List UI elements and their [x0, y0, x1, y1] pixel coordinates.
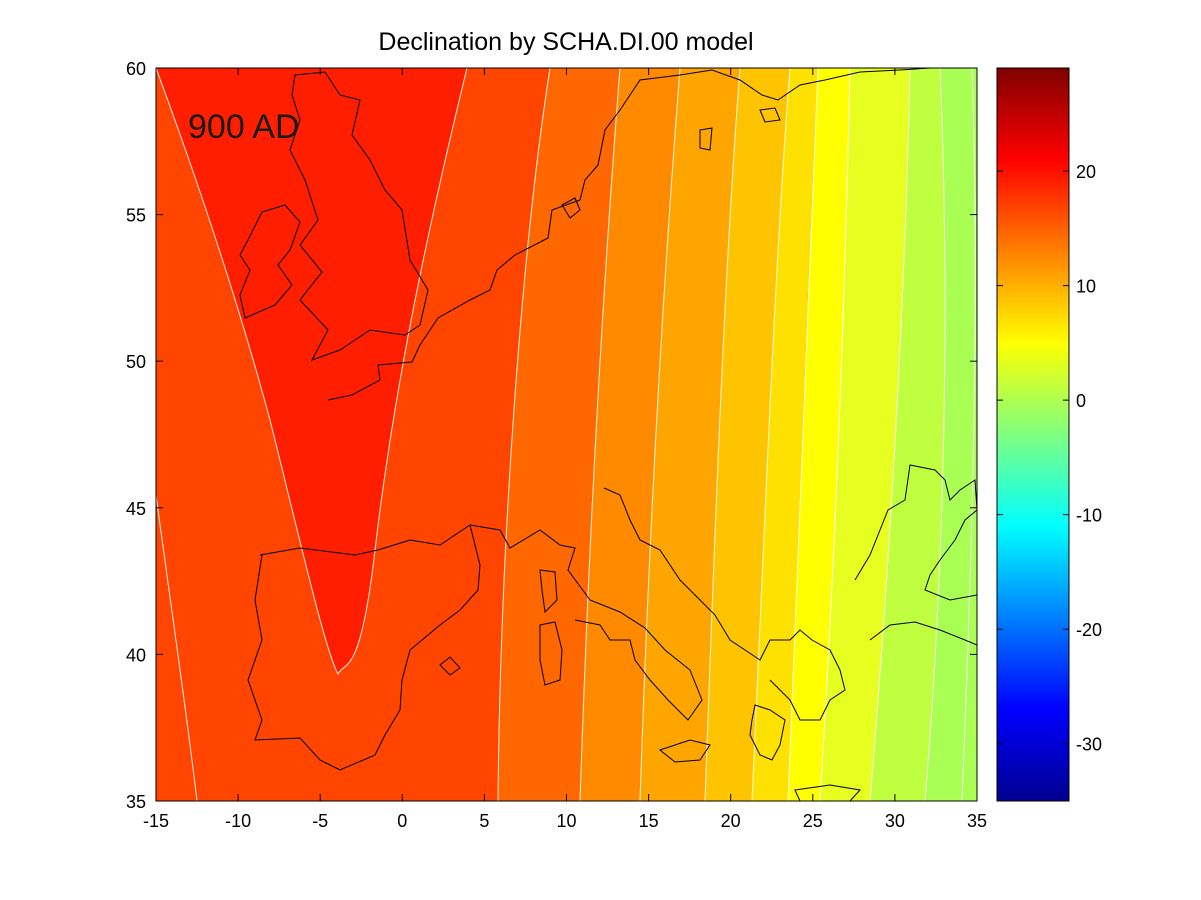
contour-line [704, 68, 741, 801]
y-tick-label: 60 [126, 59, 146, 79]
coastline-ireland [239, 204, 301, 319]
coastline-gotland [699, 127, 713, 151]
coastline-sicily [658, 739, 711, 763]
x-axis: -15 -10 -5 0 5 10 15 20 25 30 35 [143, 68, 987, 831]
contour-line [579, 68, 621, 801]
x-tick-label: 30 [885, 811, 905, 831]
x-tick-label: -10 [225, 811, 251, 831]
band-11-14 [640, 68, 740, 801]
contour-line [497, 68, 551, 801]
band-neg-2 [925, 68, 977, 801]
contour-line [869, 68, 911, 801]
contour-line [751, 68, 791, 801]
contour-line [639, 68, 681, 801]
colorbar-tick-label: 10 [1076, 277, 1096, 297]
coastlines [239, 68, 977, 801]
contour-line [924, 68, 946, 801]
coastline-balearic [439, 656, 461, 676]
coastline-corsica [539, 569, 558, 614]
band-8-11 [705, 68, 790, 801]
coastline-peloponnese [749, 704, 786, 761]
epoch-label: 900 AD [188, 108, 300, 146]
x-tick-label: 20 [721, 811, 741, 831]
band-14-17 [580, 68, 680, 801]
x-tick-label: 35 [967, 811, 987, 831]
chart-title: Declination by SCHA.DI.00 model [378, 28, 753, 56]
contour-line [819, 68, 851, 801]
colorbar-gradient [996, 67, 1070, 802]
contour-line [156, 494, 198, 801]
band-5-8 [752, 68, 818, 801]
colorbar-tick-label: -30 [1076, 735, 1102, 755]
coastline-north-europe [327, 68, 931, 401]
y-tick-label: 55 [126, 206, 146, 226]
band-0-2 [820, 68, 910, 801]
y-axis: 35 40 45 50 55 60 [126, 59, 977, 812]
y-tick-label: 40 [126, 645, 146, 665]
map-plot-area: 900 AD [156, 68, 977, 801]
contour-line [961, 68, 976, 801]
x-tick-label: 15 [639, 811, 659, 831]
band-17-20 [498, 68, 620, 801]
declination-bands [156, 68, 977, 801]
band-2-5 [788, 68, 850, 801]
coastline-iberia [247, 524, 481, 771]
y-tick-label: 35 [126, 792, 146, 812]
colorbar-tick-label: -10 [1076, 506, 1102, 526]
colorbar-tick-label: 20 [1076, 162, 1096, 182]
coastline-sardinia [539, 621, 563, 686]
x-tick-label: -5 [312, 811, 328, 831]
colorbar-tick-label: -20 [1076, 620, 1102, 640]
coastline-danish-isle [561, 197, 581, 219]
y-tick-label: 50 [126, 352, 146, 372]
coastline-saaremaa [759, 107, 781, 123]
coastline-crete [794, 784, 861, 801]
y-tick-label: 45 [126, 499, 146, 519]
colorbar-ticks: 20 10 0 -10 -20 -30 [997, 162, 1102, 755]
coastline-anatolia [869, 621, 977, 646]
x-tick-label: 25 [803, 811, 823, 831]
x-tick-label: 10 [556, 811, 576, 831]
x-tick-label: 0 [397, 811, 407, 831]
coastline-south-france-italy [259, 524, 703, 721]
colorbar: 20 10 0 -10 -20 -30 [996, 67, 1102, 802]
coastline-adriatic-balkans [603, 487, 846, 721]
x-tick-label: -15 [143, 811, 169, 831]
band-20-25 [156, 68, 467, 674]
contour-line-v [156, 68, 468, 676]
coastline-great-britain [289, 71, 429, 361]
coastline-black-sea [854, 464, 977, 601]
x-tick-label: 5 [479, 811, 489, 831]
colorbar-tick-label: 0 [1076, 391, 1086, 411]
